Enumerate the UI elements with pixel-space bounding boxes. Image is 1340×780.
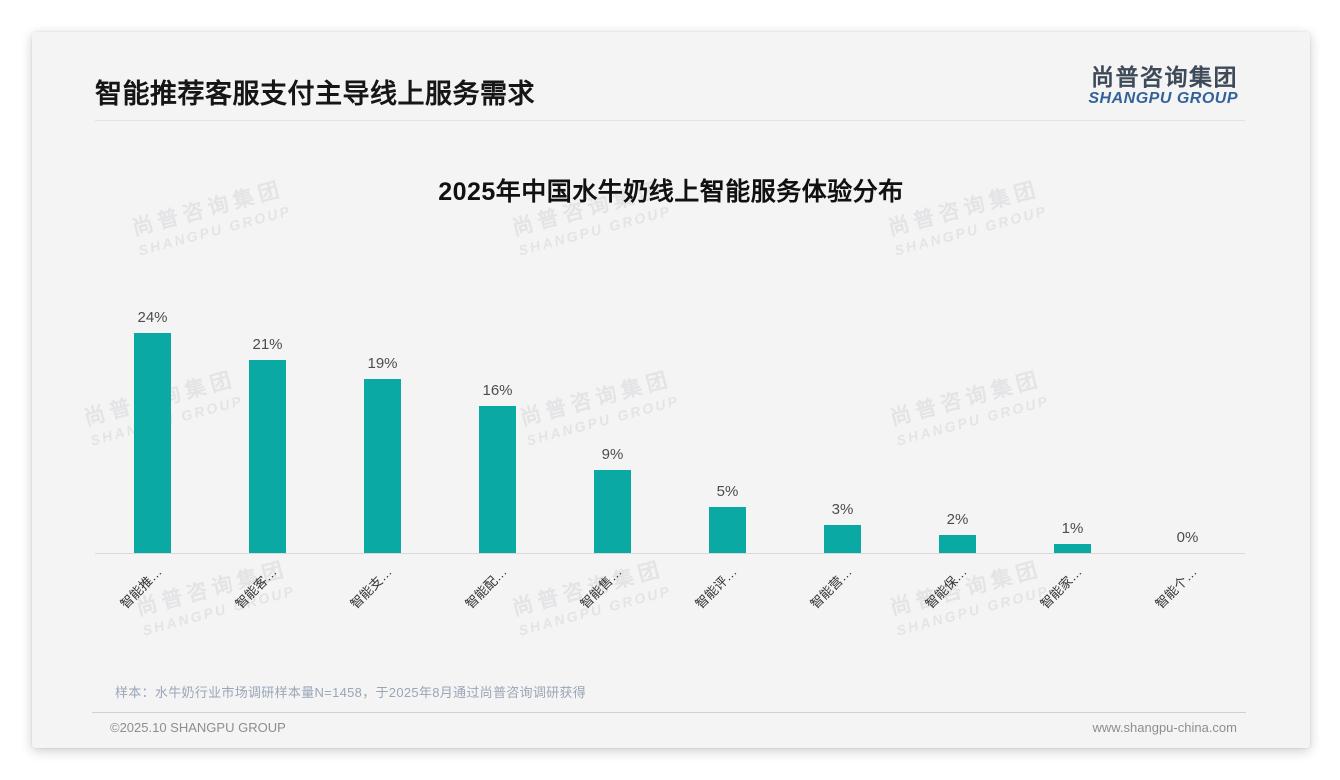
bar[interactable] bbox=[249, 360, 286, 553]
bar-value-label: 2% bbox=[946, 511, 969, 528]
bar-value-label: 5% bbox=[716, 483, 739, 500]
bar-value-label: 3% bbox=[831, 501, 854, 518]
bar[interactable] bbox=[1054, 544, 1091, 553]
bar-value-label: 16% bbox=[482, 382, 513, 399]
x-axis-label: 智能配… bbox=[462, 564, 511, 612]
bar-value-label: 9% bbox=[601, 446, 624, 463]
bar-column: 3% 智能营… bbox=[785, 280, 900, 612]
bar-value-label: 21% bbox=[252, 336, 283, 353]
bar-column: 9% 智能售… bbox=[555, 280, 670, 612]
chart-title: 2025年中国水牛奶线上智能服务体验分布 bbox=[438, 178, 904, 206]
x-axis-label: 智能售… bbox=[577, 564, 626, 612]
x-axis-label: 智能评… bbox=[692, 564, 741, 612]
bar-column: 5% 智能评… bbox=[670, 280, 785, 612]
footer-copyright: ©2025.10 SHANGPU GROUP bbox=[110, 720, 286, 735]
bar-value-label: 0% bbox=[1176, 529, 1199, 546]
bar[interactable] bbox=[709, 507, 746, 553]
footer-divider bbox=[92, 712, 1246, 713]
bar-column: 21% 智能客… bbox=[210, 280, 325, 612]
bar-column: 0% 智能个… bbox=[1130, 280, 1245, 612]
footer: ©2025.10 SHANGPU GROUP www.shangpu-china… bbox=[110, 720, 1237, 735]
report-slide: 尚普咨询集团 SHANGPU GROUP 尚普咨询集团 SHANGPU GROUP 尚普… bbox=[32, 32, 1310, 748]
x-axis-label: 智能支… bbox=[347, 564, 396, 612]
bar[interactable] bbox=[824, 525, 861, 553]
header-divider bbox=[95, 120, 1245, 121]
bar[interactable] bbox=[939, 535, 976, 553]
bar[interactable] bbox=[594, 470, 631, 553]
brand-logo-en: SHANGPU GROUP bbox=[1088, 90, 1238, 108]
bar[interactable] bbox=[479, 406, 516, 553]
x-axis-label: 智能客… bbox=[232, 564, 281, 612]
bar-column: 24% 智能推… bbox=[95, 280, 210, 612]
brand-logo: 尚普咨询集团 SHANGPU GROUP bbox=[1088, 64, 1238, 108]
bar-value-label: 1% bbox=[1061, 520, 1084, 537]
footer-website: www.shangpu-china.com bbox=[1092, 720, 1237, 735]
bar-value-label: 24% bbox=[137, 309, 168, 326]
bar[interactable] bbox=[364, 379, 401, 553]
x-axis-label: 智能家… bbox=[1037, 564, 1086, 612]
x-axis-label: 智能营… bbox=[807, 564, 856, 612]
x-axis-label: 智能保… bbox=[922, 564, 971, 612]
bar[interactable] bbox=[134, 333, 171, 553]
sample-note: 样本：水牛奶行业市场调研样本量N=1458，于2025年8月通过尚普咨询调研获得 bbox=[115, 685, 587, 700]
bar-column: 16% 智能配… bbox=[440, 280, 555, 612]
page-title: 智能推荐客服支付主导线上服务需求 bbox=[95, 79, 535, 109]
bar-chart-plot-area: 24% 智能推… 21% 智能客… 19% 智能支… 16% 智能配… 9% 智… bbox=[95, 280, 1245, 612]
brand-logo-cn: 尚普咨询集团 bbox=[1091, 64, 1238, 90]
x-axis-label: 智能推… bbox=[117, 564, 166, 612]
bar-column: 2% 智能保… bbox=[900, 280, 1015, 612]
bar-column: 19% 智能支… bbox=[325, 280, 440, 612]
x-axis-label: 智能个… bbox=[1152, 564, 1201, 612]
bar-value-label: 19% bbox=[367, 355, 398, 372]
bar-column: 1% 智能家… bbox=[1015, 280, 1130, 612]
